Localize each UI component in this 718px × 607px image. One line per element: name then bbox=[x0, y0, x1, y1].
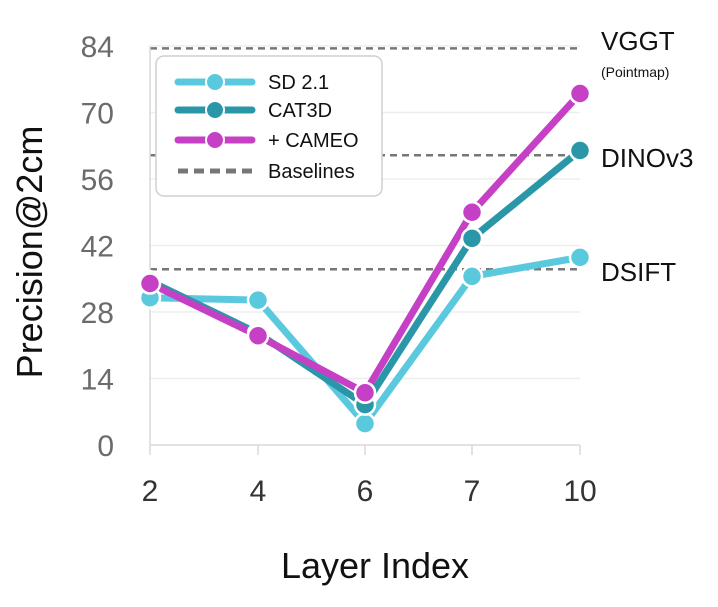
data-point bbox=[460, 227, 484, 250]
data-point bbox=[138, 272, 162, 295]
y-tick-label: 14 bbox=[81, 364, 114, 397]
baseline-label: DINOv3 bbox=[601, 143, 693, 173]
y-tick-label: 70 bbox=[81, 98, 114, 131]
data-point bbox=[568, 82, 592, 105]
x-tick-label: 7 bbox=[464, 475, 481, 508]
data-point bbox=[353, 381, 377, 404]
legend-marker bbox=[205, 72, 225, 92]
legend-label: CAT3D bbox=[268, 100, 332, 122]
y-tick-label: 0 bbox=[97, 430, 114, 463]
x-axis-title: Layer Index bbox=[281, 545, 469, 586]
legend-label: Baselines bbox=[268, 161, 355, 183]
data-point bbox=[246, 324, 270, 347]
x-tick-label: 10 bbox=[563, 475, 596, 508]
y-tick-label: 56 bbox=[81, 164, 114, 197]
data-point bbox=[353, 412, 377, 435]
data-point bbox=[460, 201, 484, 224]
legend-marker bbox=[205, 100, 225, 120]
y-tick-label: 28 bbox=[81, 297, 114, 330]
x-tick-label: 2 bbox=[142, 475, 159, 508]
y-tick-label: 42 bbox=[81, 231, 114, 264]
baseline-sublabel: (Pointmap) bbox=[601, 64, 669, 80]
legend: SD 2.1 CAT3D + CAMEO Baselines bbox=[155, 55, 383, 197]
y-tick-label: 84 bbox=[81, 31, 114, 64]
baseline-labels: VGGT (Pointmap) DINOv3 DSIFT bbox=[601, 26, 693, 287]
y-axis-title: Precision@2cm bbox=[9, 126, 50, 379]
x-tick-labels: 2 4 6 7 10 bbox=[142, 445, 597, 508]
data-point bbox=[246, 288, 270, 312]
x-tick-label: 6 bbox=[357, 475, 374, 508]
legend-marker bbox=[205, 130, 225, 150]
legend-label: SD 2.1 bbox=[268, 72, 329, 94]
data-point bbox=[568, 139, 592, 162]
data-point bbox=[568, 246, 592, 269]
baseline-label: VGGT bbox=[601, 26, 675, 56]
legend-label: + CAMEO bbox=[268, 130, 359, 152]
x-tick-label: 4 bbox=[250, 475, 267, 508]
y-tick-labels: 0 14 28 42 56 70 84 bbox=[81, 31, 114, 463]
data-series bbox=[138, 82, 592, 435]
baseline-label: DSIFT bbox=[601, 257, 676, 287]
data-point bbox=[460, 265, 484, 288]
